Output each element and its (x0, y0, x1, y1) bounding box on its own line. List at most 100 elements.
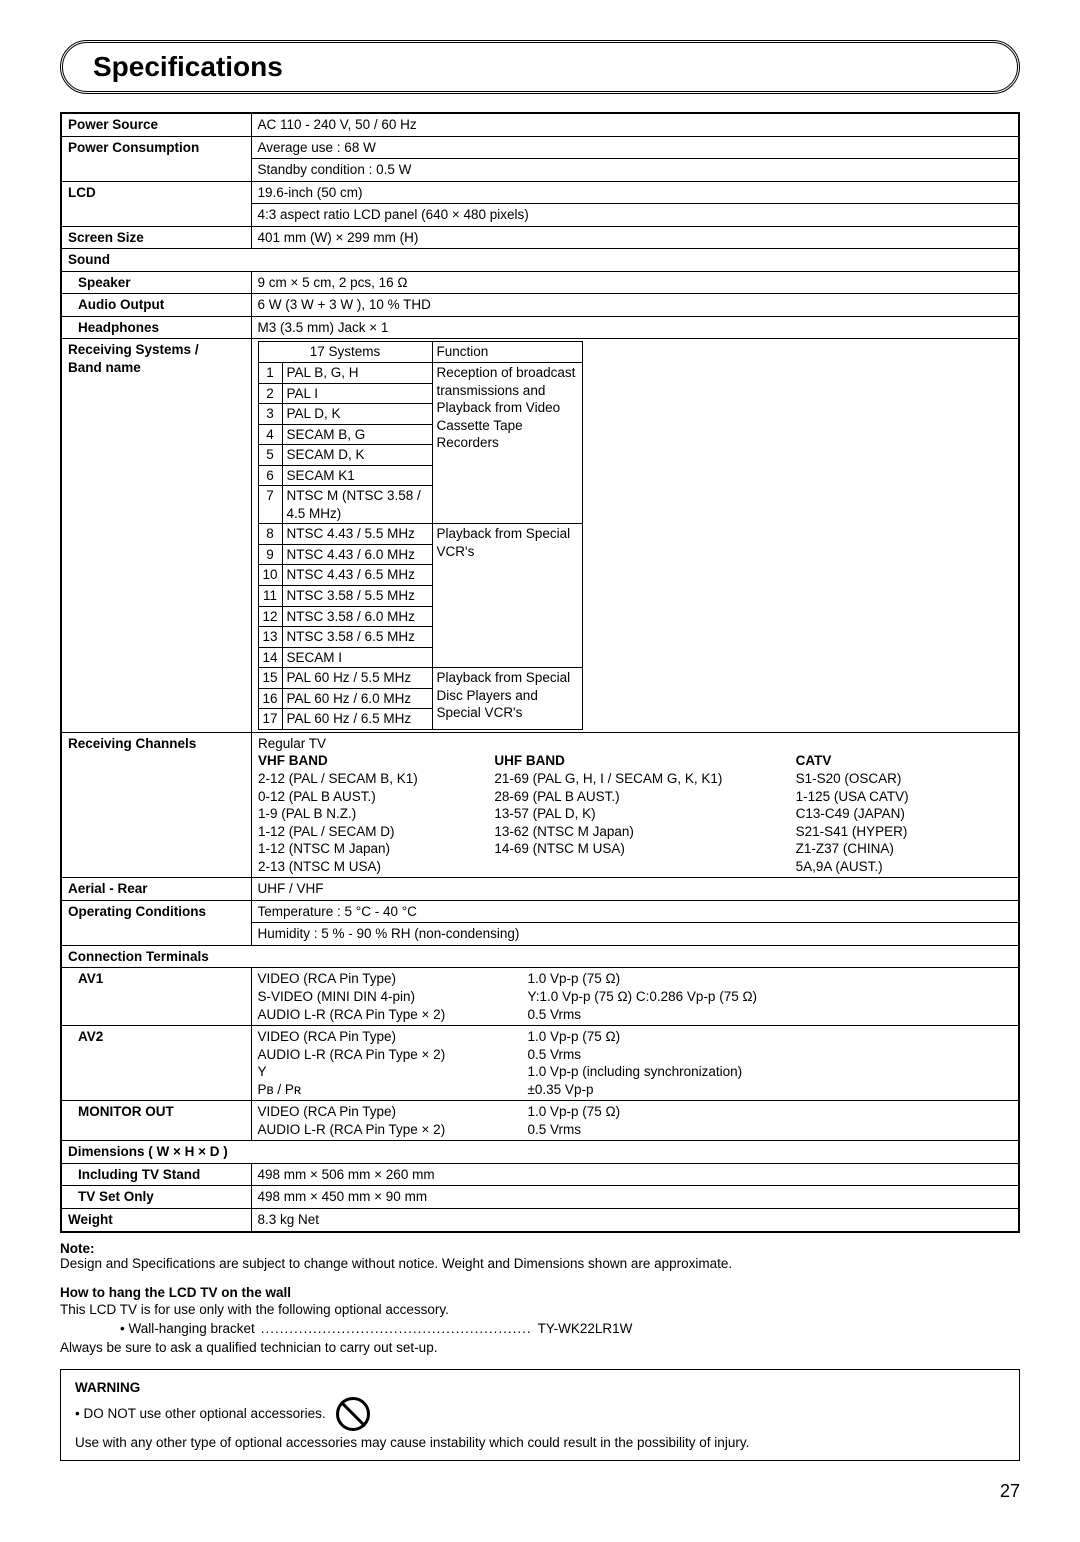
value-dim-stand: 498 mm × 506 mm × 260 mm (251, 1163, 1019, 1186)
label-sound: Sound (61, 249, 1019, 272)
conn-a: Y (258, 1063, 528, 1081)
catv-item: C13-C49 (JAPAN) (796, 805, 1012, 823)
sys-name: PAL D, K (282, 404, 432, 425)
label-speaker: Speaker (61, 271, 251, 294)
page-title: Specifications (93, 51, 987, 83)
label-receiving-systems: Receiving Systems / Band name (61, 339, 251, 732)
label-power-source: Power Source (61, 113, 251, 136)
label-av1: AV1 (61, 968, 251, 1026)
conn-a: AUDIO L-R (RCA Pin Type × 2) (258, 1046, 528, 1064)
conn-b: 1.0 Vp-p (75 Ω) (528, 970, 1013, 988)
sys-n: 4 (258, 424, 282, 445)
warning-line-1: • DO NOT use other optional accessories. (75, 1406, 326, 1421)
sys-n: 2 (258, 383, 282, 404)
hang-heading: How to hang the LCD TV on the wall (60, 1285, 1020, 1300)
sys-name: NTSC 3.58 / 6.5 MHz (282, 627, 432, 648)
sys-name: NTSC 3.58 / 6.0 MHz (282, 606, 432, 627)
sys-n: 13 (258, 627, 282, 648)
conn-a: S-VIDEO (MINI DIN 4-pin) (258, 988, 528, 1006)
value-speaker: 9 cm × 5 cm, 2 pcs, 16 Ω (251, 271, 1019, 294)
catv-item: S1-S20 (OSCAR) (796, 770, 1012, 788)
conn-b: 0.5 Vrms (528, 1006, 1013, 1024)
value-headphones: M3 (3.5 mm) Jack × 1 (251, 316, 1019, 339)
conn-b: ±0.35 Vp-p (528, 1081, 1013, 1099)
sys-name: PAL I (282, 383, 432, 404)
warning-heading: WARNING (75, 1380, 1005, 1395)
note-body: Design and Specifications are subject to… (60, 1256, 732, 1271)
conn-a: VIDEO (RCA Pin Type) (258, 1103, 528, 1121)
vhf-item: 2-13 (NTSC M USA) (258, 858, 474, 876)
uhf-item: 13-62 (NTSC M Japan) (494, 823, 775, 841)
conn-a: VIDEO (RCA Pin Type) (258, 1028, 528, 1046)
catv-item: S21-S41 (HYPER) (796, 823, 1012, 841)
vhf-item: 1-9 (PAL B N.Z.) (258, 805, 474, 823)
value-power-consumption-2: Standby condition : 0.5 W (251, 159, 1019, 182)
sys-name: NTSC 3.58 / 5.5 MHz (282, 586, 432, 607)
catv-item: 1-125 (USA CATV) (796, 788, 1012, 806)
value-dim-only: 498 mm × 450 mm × 90 mm (251, 1186, 1019, 1209)
label-av2: AV2 (61, 1026, 251, 1101)
sys-name: SECAM K1 (282, 465, 432, 486)
value-operating-2: Humidity : 5 % - 90 % RH (non-condensing… (251, 923, 1019, 946)
hang-body: This LCD TV is for use only with the fol… (60, 1302, 1020, 1317)
conn-b: 1.0 Vp-p (75 Ω) (528, 1103, 1013, 1121)
catv-item: 5A,9A (AUST.) (796, 858, 1012, 876)
sys-name: SECAM B, G (282, 424, 432, 445)
conn-b: 0.5 Vrms (528, 1121, 1013, 1139)
sys-func-2: Playback from Special VCR's (432, 524, 582, 668)
sys-func-1: Reception of broadcast transmissions and… (432, 363, 582, 524)
sys-n: 9 (258, 544, 282, 565)
conn-a: AUDIO L-R (RCA Pin Type × 2) (258, 1121, 528, 1139)
label-headphones: Headphones (61, 316, 251, 339)
label-connection-terminals: Connection Terminals (61, 945, 1019, 968)
systems-header-right: Function (432, 342, 582, 363)
sys-n: 14 (258, 647, 282, 668)
value-av1: VIDEO (RCA Pin Type)1.0 Vp-p (75 Ω) S-VI… (251, 968, 1019, 1026)
label-power-consumption: Power Consumption (61, 136, 251, 181)
vhf-header: VHF BAND (258, 752, 474, 770)
label-lcd: LCD (61, 181, 251, 226)
uhf-item: 28-69 (PAL B AUST.) (494, 788, 775, 806)
bracket-model: TY-WK22LR1W (538, 1321, 633, 1336)
value-av2: VIDEO (RCA Pin Type)1.0 Vp-p (75 Ω) AUDI… (251, 1026, 1019, 1101)
conn-b: 0.5 Vrms (528, 1046, 1013, 1064)
sys-name: NTSC M (NTSC 3.58 / 4.5 MHz) (282, 486, 432, 524)
label-dim-only: TV Set Only (61, 1186, 251, 1209)
vhf-item: 0-12 (PAL B AUST.) (258, 788, 474, 806)
value-lcd-2: 4:3 aspect ratio LCD panel (640 × 480 pi… (251, 204, 1019, 227)
sys-func-3: Playback from Special Disc Players and S… (432, 668, 582, 730)
catv-header: CATV (796, 752, 1012, 770)
label-receiving-systems-2: Band name (68, 360, 141, 375)
value-screen-size: 401 mm (W) × 299 mm (H) (251, 226, 1019, 249)
warning-line-2: Use with any other type of optional acce… (75, 1435, 1005, 1450)
label-receiving-channels: Receiving Channels (62, 733, 252, 877)
sys-name: NTSC 4.43 / 6.0 MHz (282, 544, 432, 565)
systems-inner-table: 17 Systems Function 1PAL B, G, HReceptio… (258, 341, 583, 729)
sys-n: 6 (258, 465, 282, 486)
uhf-item: 21-69 (PAL G, H, I / SECAM G, K, K1) (494, 770, 775, 788)
note-heading: Note: (60, 1241, 95, 1256)
bracket-bullet: • Wall-hanging bracket (120, 1321, 255, 1336)
vhf-item: 1-12 (PAL / SECAM D) (258, 823, 474, 841)
conn-b: 1.0 Vp-p (including synchronization) (528, 1063, 1013, 1081)
sys-n: 7 (258, 486, 282, 524)
prohibit-icon (336, 1397, 370, 1431)
conn-a: Pʙ / Pʀ (258, 1081, 528, 1099)
value-lcd-1: 19.6-inch (50 cm) (251, 181, 1019, 204)
value-audio-output: 6 W (3 W + 3 W ), 10 % THD (251, 294, 1019, 317)
conn-a: VIDEO (RCA Pin Type) (258, 970, 528, 988)
sys-n: 3 (258, 404, 282, 425)
label-aerial: Aerial - Rear (61, 878, 251, 901)
receiving-channels-cell: Receiving Channels Regular TV VHF BAND 2… (61, 732, 1019, 877)
sys-n: 15 (258, 668, 282, 689)
label-weight: Weight (61, 1208, 251, 1231)
value-operating-1: Temperature : 5 °C - 40 °C (251, 900, 1019, 923)
value-power-source: AC 110 - 240 V, 50 / 60 Hz (251, 113, 1019, 136)
sys-name: PAL 60 Hz / 6.0 MHz (282, 688, 432, 709)
sys-name: PAL B, G, H (282, 363, 432, 384)
label-screen-size: Screen Size (61, 226, 251, 249)
value-power-consumption-1: Average use : 68 W (251, 136, 1019, 159)
systems-cell: 17 Systems Function 1PAL B, G, HReceptio… (251, 339, 1019, 732)
sys-n: 5 (258, 445, 282, 466)
sys-name: SECAM I (282, 647, 432, 668)
